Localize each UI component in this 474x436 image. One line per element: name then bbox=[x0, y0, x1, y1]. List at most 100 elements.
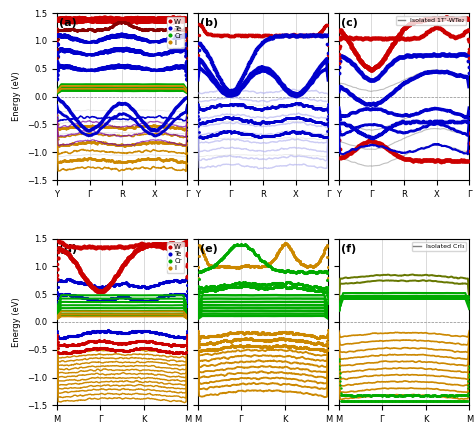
Point bbox=[73, 18, 80, 25]
Point bbox=[65, 18, 73, 25]
Point bbox=[350, 392, 357, 399]
Point bbox=[157, 279, 165, 286]
Point bbox=[454, 33, 461, 40]
Point bbox=[109, 33, 117, 40]
Point bbox=[301, 262, 308, 269]
Point bbox=[442, 29, 449, 36]
Point bbox=[352, 62, 359, 69]
Point bbox=[194, 335, 202, 342]
Point bbox=[413, 51, 421, 58]
Point bbox=[384, 295, 392, 302]
Point bbox=[340, 398, 348, 405]
Point bbox=[457, 119, 465, 126]
Point bbox=[171, 14, 178, 21]
Point bbox=[73, 123, 80, 129]
Point bbox=[199, 249, 207, 256]
Point bbox=[441, 119, 448, 126]
Point bbox=[361, 398, 368, 405]
Point bbox=[378, 295, 386, 302]
Point bbox=[273, 330, 281, 337]
Point bbox=[266, 284, 273, 291]
Point bbox=[214, 332, 221, 339]
Point bbox=[195, 47, 202, 54]
Point bbox=[139, 283, 147, 290]
Point bbox=[99, 15, 106, 22]
Point bbox=[218, 262, 225, 269]
Point bbox=[306, 345, 313, 352]
Point bbox=[385, 398, 393, 405]
Point bbox=[308, 332, 315, 339]
Point bbox=[82, 15, 90, 22]
Point bbox=[302, 344, 310, 351]
Point bbox=[182, 159, 189, 166]
Point bbox=[76, 18, 83, 25]
Point bbox=[311, 105, 319, 112]
Point bbox=[140, 243, 148, 250]
Point bbox=[245, 335, 252, 342]
Point bbox=[120, 340, 128, 347]
Point bbox=[284, 335, 292, 342]
Point bbox=[80, 243, 88, 250]
Point bbox=[177, 278, 184, 285]
Point bbox=[84, 338, 92, 345]
Point bbox=[95, 18, 103, 25]
Point bbox=[137, 26, 145, 33]
Point bbox=[248, 32, 256, 39]
Point bbox=[306, 116, 314, 123]
Point bbox=[276, 335, 283, 342]
Point bbox=[376, 292, 384, 299]
Point bbox=[286, 129, 293, 136]
Point bbox=[174, 240, 182, 247]
Point bbox=[222, 337, 229, 344]
Point bbox=[440, 292, 448, 299]
Point bbox=[227, 330, 235, 337]
Point bbox=[373, 139, 380, 146]
Point bbox=[365, 64, 372, 71]
Point bbox=[118, 158, 125, 165]
Point bbox=[156, 330, 164, 337]
Point bbox=[367, 292, 375, 299]
Point bbox=[231, 263, 239, 270]
Point bbox=[254, 106, 262, 112]
Point bbox=[341, 54, 348, 61]
Point bbox=[457, 15, 465, 22]
Point bbox=[155, 14, 162, 21]
Point bbox=[424, 51, 431, 58]
Point bbox=[202, 283, 210, 290]
Point bbox=[298, 31, 305, 38]
Point bbox=[142, 36, 150, 43]
Point bbox=[175, 14, 183, 21]
Point bbox=[298, 345, 305, 352]
Point bbox=[147, 242, 155, 249]
Point bbox=[205, 104, 212, 111]
Point bbox=[312, 118, 320, 125]
Point bbox=[224, 284, 231, 291]
Point bbox=[405, 35, 412, 42]
Point bbox=[149, 38, 157, 45]
Point bbox=[320, 288, 328, 295]
Point bbox=[71, 347, 78, 354]
Point bbox=[77, 341, 85, 347]
Point bbox=[336, 374, 344, 381]
Point bbox=[432, 392, 440, 399]
Point bbox=[412, 398, 420, 405]
Point bbox=[174, 34, 182, 41]
Point bbox=[136, 17, 143, 24]
Point bbox=[252, 263, 259, 270]
Point bbox=[102, 18, 109, 25]
Point bbox=[207, 118, 214, 125]
Point bbox=[125, 18, 132, 25]
Point bbox=[105, 338, 113, 345]
Point bbox=[465, 45, 473, 52]
Point bbox=[256, 41, 264, 48]
Point bbox=[218, 78, 225, 85]
Point bbox=[137, 244, 145, 251]
Point bbox=[149, 346, 157, 353]
Point bbox=[55, 142, 63, 149]
Point bbox=[217, 115, 224, 122]
Point bbox=[349, 295, 356, 302]
Point bbox=[61, 277, 69, 284]
Point bbox=[317, 119, 324, 126]
Point bbox=[289, 330, 296, 337]
Point bbox=[54, 338, 62, 345]
